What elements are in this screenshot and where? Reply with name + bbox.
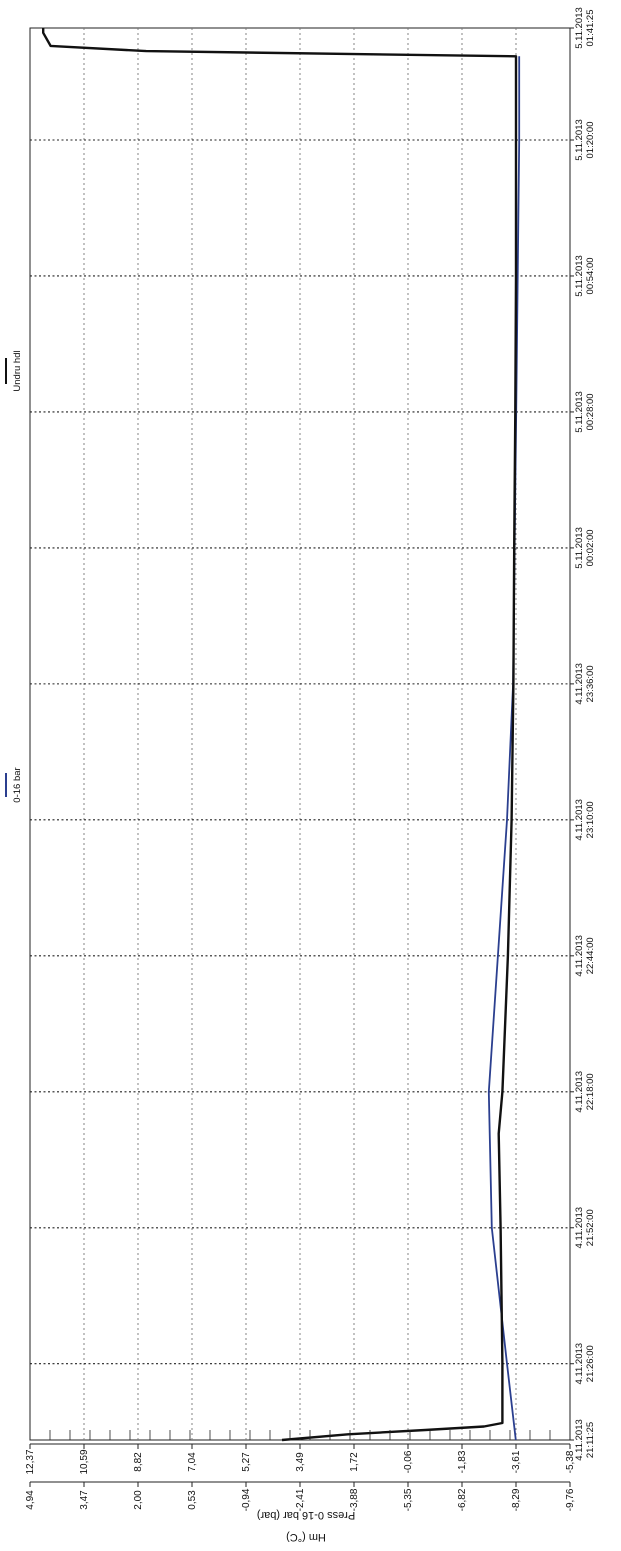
legend-label-blue: 0-16 bar: [12, 767, 23, 802]
time-tick-date: 5.11.2013: [574, 255, 585, 297]
axis-tick-label: 0,53: [187, 1490, 198, 1510]
axis-tick-label: 4,94: [25, 1490, 36, 1510]
time-tick-time: 01:20:00: [585, 122, 596, 159]
axis-tick-label: -5,35: [403, 1488, 414, 1511]
axis-tick-label: -6,82: [457, 1488, 468, 1511]
axis-tick-label: -3,88: [349, 1488, 360, 1511]
time-tick-date: 4.11.2013: [574, 935, 585, 977]
time-tick-date: 5.11.2013: [574, 391, 585, 433]
time-tick-date: 4.11.2013: [574, 799, 585, 841]
axis-tick-label: -9,76: [565, 1488, 576, 1511]
time-tick-time: 22:18:00: [585, 1073, 596, 1110]
time-tick-date: 5.11.2013: [574, 527, 585, 569]
time-tick-date: 5.11.2013: [574, 119, 585, 161]
axis-tick-label: -0,06: [403, 1450, 414, 1473]
axis-tick-label: -8,29: [511, 1488, 522, 1511]
series-line-pressure: [487, 56, 521, 1441]
axis-tick-label: 2,00: [133, 1490, 144, 1510]
time-tick-time: 21:26:00: [585, 1345, 596, 1382]
temperature-axis: 4,94 3,47 2,00 0,53 -0,94 -2,41 -3,88 -5,35 -6,8…: [25, 1481, 576, 1511]
time-tick-date: 4.11.2013: [574, 1419, 585, 1461]
temperature-axis-title: Hm (°C): [286, 1531, 326, 1543]
time-tick-time: 01:41:25: [585, 10, 596, 47]
axis-tick-label: 3,49: [295, 1452, 306, 1472]
time-tick-time: 22:44:00: [585, 937, 596, 974]
axis-tick-label: -5,38: [565, 1450, 576, 1473]
axis-tick-label: 12,37: [25, 1449, 36, 1474]
time-tick-date: 5.11.2013: [574, 7, 585, 49]
pressure-axis: 12,37 10,59 8,82 7,04 5,27 3,49 1,72 -0,06 -1,83…: [25, 1430, 576, 1475]
time-tick-time: 21:52:00: [585, 1209, 596, 1246]
legend-black: Undru hdl: [5, 350, 23, 392]
axis-tick-label: 3,47: [79, 1490, 90, 1510]
legend-label-black: Undru hdl: [12, 350, 23, 391]
pressure-axis-title: Press 0-16 bar (bar): [257, 1509, 355, 1521]
axis-tick-label: 10,59: [79, 1449, 90, 1474]
axis-tick-label: -2,41: [295, 1488, 306, 1511]
time-tick-time: 00:54:00: [585, 257, 596, 294]
series-line-temperature: [42, 28, 518, 1442]
series-layer: [42, 28, 521, 1442]
time-tick-date: 4.11.2013: [574, 1343, 585, 1385]
axis-tick-label: 7,04: [187, 1452, 198, 1472]
time-axis: 4.11.2013 21:11:254.11.2013 21:26:004.11.2…: [570, 7, 596, 1461]
time-tick-time: 23:36:00: [585, 665, 596, 702]
time-tick-date: 4.11.2013: [574, 663, 585, 705]
axis-tick-label: -0,94: [241, 1488, 252, 1511]
axis-tick-label: 1,72: [349, 1452, 360, 1472]
time-tick-time: 21:11:25: [585, 1422, 596, 1458]
axis-tick-label: 8,82: [133, 1452, 144, 1472]
time-tick-time: 00:02:00: [585, 529, 596, 566]
time-tick-date: 4.11.2013: [574, 1207, 585, 1249]
time-tick-time: 00:28:00: [585, 393, 596, 430]
axis-tick-label: -3,61: [511, 1450, 522, 1473]
time-tick-time: 23:10:00: [585, 801, 596, 838]
time-tick-date: 4.11.2013: [574, 1071, 585, 1113]
axis-tick-label: -1,83: [457, 1450, 468, 1473]
axis-tick-label: 5,27: [241, 1452, 252, 1472]
legend-blue: 0-16 bar: [5, 767, 23, 803]
